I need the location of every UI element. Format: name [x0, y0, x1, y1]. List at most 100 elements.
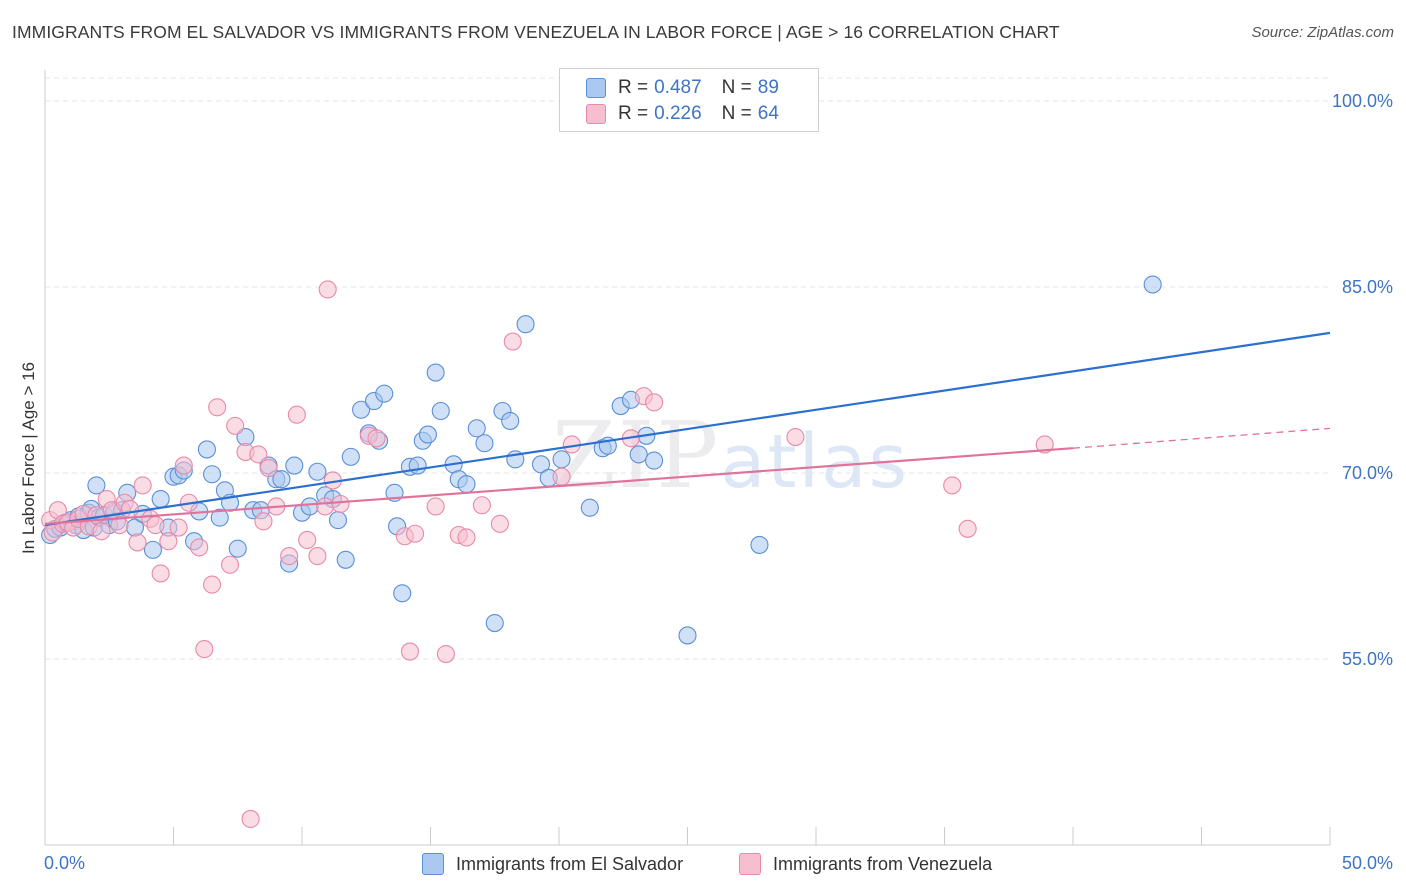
el-salvador-point	[485, 613, 504, 633]
el-salvador-point	[228, 539, 247, 558]
venezuela-point	[151, 564, 170, 583]
el-salvador-point	[272, 470, 291, 489]
el-salvador-point	[1143, 275, 1162, 294]
el-salvador-point	[645, 451, 664, 470]
el-salvador-point	[408, 456, 427, 475]
el-salvador-point	[580, 498, 599, 517]
venezuela-point	[552, 467, 571, 486]
axes	[44, 70, 1331, 846]
venezuela-point	[958, 519, 977, 538]
el-salvador-point	[552, 450, 571, 469]
bottom-legend-swatch-blue	[422, 853, 444, 875]
el-salvador-point	[393, 584, 412, 603]
el-salvador-point	[143, 540, 162, 559]
venezuela-point	[503, 332, 522, 351]
bottom-legend-swatch-pink	[739, 853, 761, 875]
legend-r-label: R =	[618, 77, 649, 98]
venezuela-point	[92, 522, 111, 541]
venezuela-point	[426, 497, 445, 516]
el-salvador-point	[750, 535, 769, 554]
venezuela-point	[490, 514, 509, 533]
el-salvador-point	[629, 445, 648, 464]
series-el-salvador-points	[41, 275, 1162, 645]
venezuela-point	[226, 416, 245, 435]
el-salvador-point	[516, 315, 535, 334]
y-tick-label: 70.0%	[1342, 463, 1393, 483]
el-salvador-point	[426, 363, 445, 382]
trend-line-venezuela-extension	[1072, 427, 1331, 449]
trend-line-el-salvador	[44, 331, 1331, 527]
venezuela-point	[1035, 435, 1054, 454]
venezuela-point	[400, 642, 419, 661]
el-salvador-point	[197, 440, 216, 459]
venezuela-point	[203, 575, 222, 594]
venezuela-point	[298, 530, 317, 550]
el-salvador-point	[475, 434, 494, 453]
legend-row-el-salvador: R = 0.487 N = 89	[586, 76, 779, 100]
legend-swatch-blue	[586, 78, 606, 98]
legend-row-venezuela: R = 0.226 N = 64	[586, 102, 779, 126]
venezuela-point	[367, 429, 386, 448]
venezuela-point	[169, 518, 188, 537]
trend-lines	[44, 331, 1331, 527]
el-salvador-point	[501, 411, 520, 430]
legend-n-label: N =	[721, 103, 752, 124]
venezuela-point	[174, 456, 193, 475]
venezuela-point	[308, 547, 327, 566]
x-tick-label: 50.0%	[1342, 853, 1393, 873]
bottom-legend-venezuela: Immigrants from Venezuela	[739, 852, 992, 876]
venezuela-point	[457, 528, 476, 547]
el-salvador-point	[285, 456, 304, 475]
venezuela-point	[208, 398, 227, 417]
venezuela-point	[128, 533, 147, 552]
venezuela-point	[786, 427, 805, 447]
trend-line-venezuela	[44, 447, 1074, 525]
y-tick-labels: 55.0% 70.0% 85.0% 100.0%	[1332, 91, 1393, 669]
legend-r-value: 0.226	[654, 103, 702, 124]
el-salvador-point	[308, 462, 327, 481]
grid-lines	[45, 77, 1330, 660]
venezuela-point	[190, 538, 209, 557]
venezuela-point	[943, 476, 962, 495]
legend-n-value: 64	[757, 103, 779, 124]
venezuela-point	[110, 516, 129, 535]
el-salvador-point	[203, 465, 222, 484]
venezuela-point	[316, 497, 335, 516]
el-salvador-point	[341, 447, 360, 466]
el-salvador-point	[375, 384, 394, 403]
y-axis-title: In Labor Force | Age > 16	[19, 362, 38, 554]
source-label: Source: ZipAtlas.com	[1251, 24, 1394, 41]
legend-r-label: R =	[618, 103, 649, 124]
bottom-legend-label-venezuela: Immigrants from Venezuela	[773, 853, 993, 874]
venezuela-point	[195, 640, 214, 659]
el-salvador-point	[87, 476, 106, 495]
venezuela-point	[645, 393, 664, 412]
series-venezuela-points	[41, 280, 1054, 829]
y-tick-label: 55.0%	[1342, 649, 1393, 669]
legend-n-value: 89	[757, 77, 779, 98]
venezuela-point	[280, 547, 299, 566]
venezuela-point	[133, 476, 152, 495]
x-tick-label: 0.0%	[44, 853, 85, 873]
venezuela-point	[146, 516, 165, 535]
el-salvador-point	[678, 626, 697, 645]
venezuela-point	[436, 644, 455, 664]
venezuela-point	[259, 458, 278, 478]
legend-swatch-pink	[586, 104, 606, 124]
legend: R = 0.487 N = 89 R = 0.226 N = 64	[559, 68, 819, 132]
venezuela-point	[249, 445, 268, 464]
venezuela-point	[120, 499, 139, 519]
venezuela-point	[406, 524, 425, 543]
venezuela-point	[287, 405, 306, 424]
el-salvador-point	[418, 425, 437, 444]
el-salvador-point	[300, 497, 319, 516]
el-salvador-point	[210, 508, 229, 527]
venezuela-point	[220, 555, 240, 574]
x-tick-labels: 0.0% 50.0%	[44, 853, 1393, 873]
el-salvador-point	[352, 400, 371, 419]
venezuela-point	[318, 280, 337, 299]
venezuela-point	[159, 532, 178, 551]
el-salvador-point	[336, 550, 355, 569]
legend-n-label: N =	[721, 77, 752, 98]
